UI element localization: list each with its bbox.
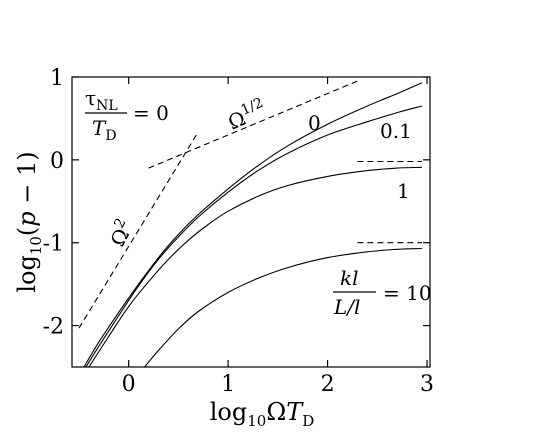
- plot-frame: [71, 76, 431, 368]
- series-line-0: [83, 82, 423, 368]
- annotation-kl-ratio: kl L/l = 10: [333, 266, 432, 319]
- series-line-10: [144, 247, 423, 368]
- svg-text:Ω1/2: Ω1/2: [223, 95, 269, 135]
- axis-ticks: 0 1 2 3 1 0 -1 -2: [43, 66, 434, 397]
- svg-text:L/l: L/l: [333, 295, 360, 319]
- svg-text:log10(p − 1): log10(p − 1): [13, 151, 45, 292]
- x-tick-label: 1: [221, 372, 235, 397]
- series-lines: [78, 80, 423, 368]
- x-tick-label: 3: [420, 372, 434, 397]
- svg-text:= 10: = 10: [383, 281, 432, 305]
- series-line--1-2: [148, 80, 358, 169]
- y-tick-label: -1: [43, 232, 64, 257]
- curve-label-1: 1: [397, 179, 410, 203]
- x-axis-label: log10ΩTD: [210, 398, 315, 430]
- curve-label-0.1: 0.1: [380, 119, 412, 143]
- curve-label-0: 0: [308, 111, 321, 135]
- annotation-omega-squared: Ω2: [103, 216, 138, 251]
- series-line--: [78, 134, 197, 329]
- y-axis-label: log10(p − 1): [13, 151, 45, 292]
- svg-text:kl: kl: [340, 266, 359, 290]
- svg-text:τNL: τNL: [85, 86, 118, 114]
- svg-text:= 0: = 0: [133, 101, 169, 125]
- x-tick-label: 2: [321, 372, 335, 397]
- svg-text:TD: TD: [92, 116, 117, 144]
- y-tick-label: 1: [50, 66, 64, 91]
- series-line-1: [88, 166, 423, 368]
- x-tick-label: 0: [122, 372, 136, 397]
- svg-text:Ω2: Ω2: [103, 216, 138, 251]
- annotation-omega-half: Ω1/2: [223, 95, 269, 135]
- series-line-0.1: [85, 105, 423, 368]
- y-tick-label: -2: [43, 315, 64, 340]
- svg-text:log10ΩTD: log10ΩTD: [210, 398, 315, 430]
- y-tick-label: 0: [50, 149, 64, 174]
- annotation-tau-ratio: τNL TD = 0: [85, 86, 169, 144]
